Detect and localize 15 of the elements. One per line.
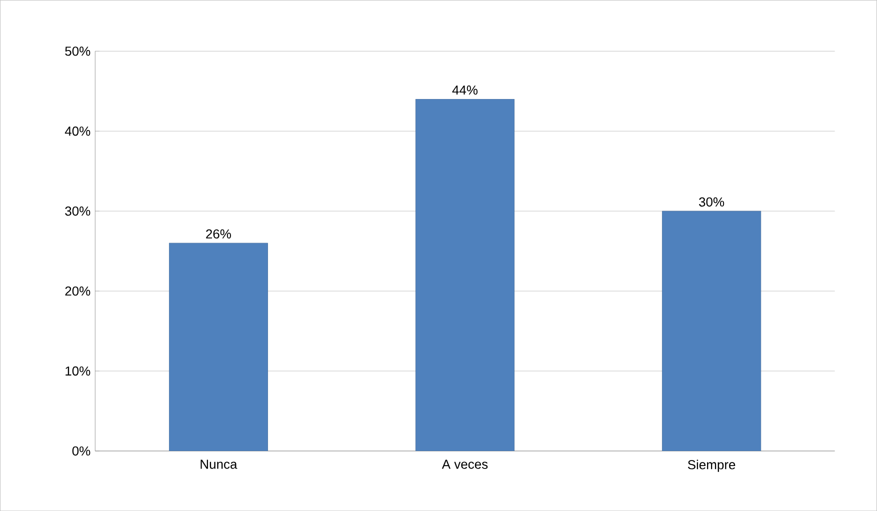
y-tick-label: 40% xyxy=(64,126,90,136)
data-label: 26% xyxy=(206,229,231,238)
y-tick-label: 10% xyxy=(66,366,90,376)
y-tick-label: 30% xyxy=(65,206,90,216)
y-tick-label: 50% xyxy=(65,46,90,56)
bar xyxy=(662,210,762,451)
data-label: 30% xyxy=(699,197,724,206)
y-tick-label: 0% xyxy=(72,446,90,456)
y-tick-label: 20% xyxy=(65,286,90,296)
x-tick-label: A veces xyxy=(442,460,488,469)
x-tick-label: Siempre xyxy=(688,460,736,472)
x-tick-label: Nunca xyxy=(200,460,238,469)
bar xyxy=(168,242,268,451)
bar xyxy=(415,98,514,451)
data-label: 44% xyxy=(452,85,478,95)
